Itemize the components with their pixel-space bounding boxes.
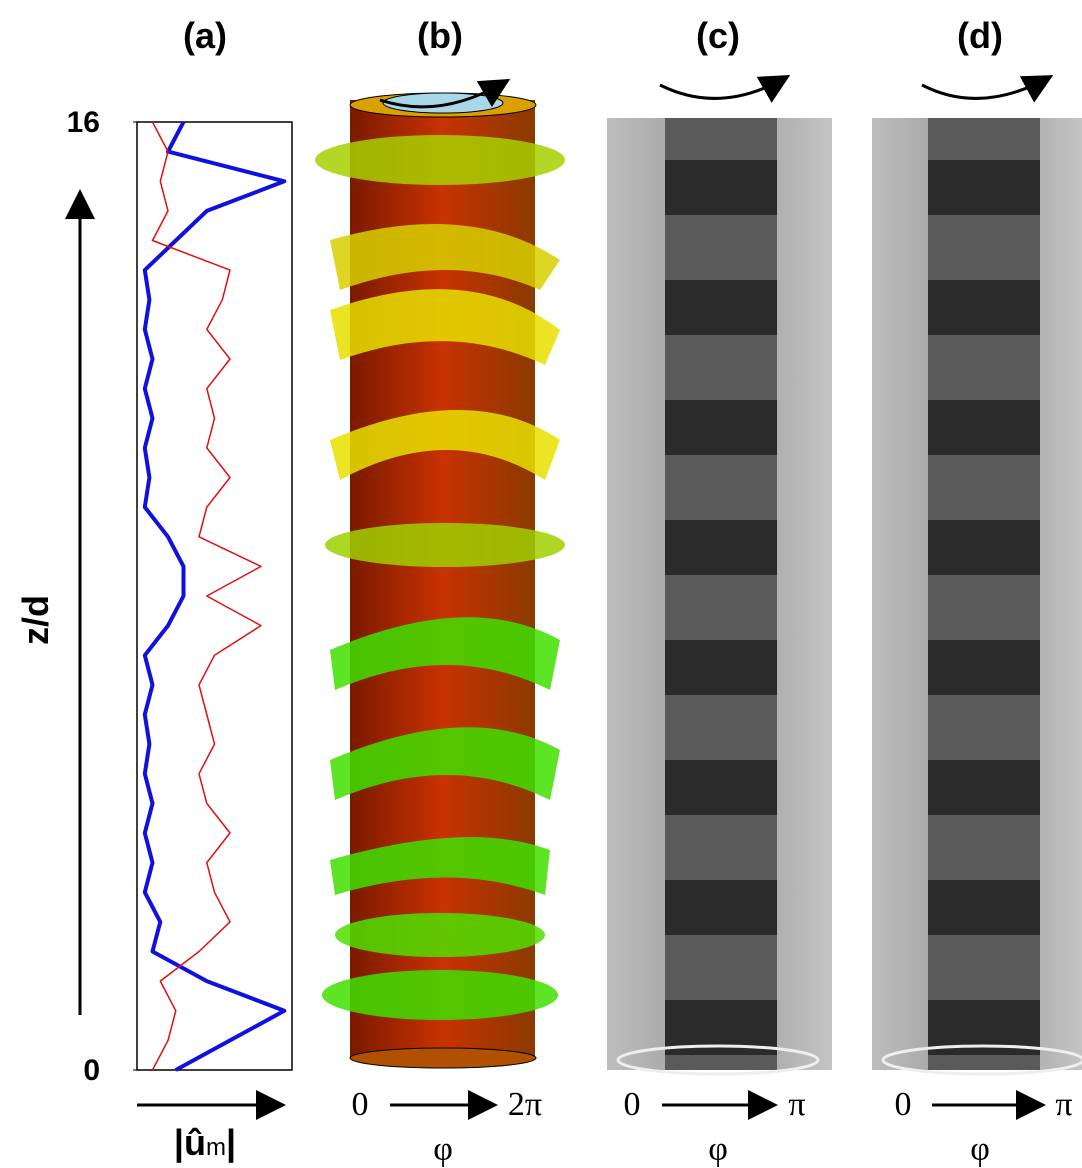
phi-start: 0 — [624, 1086, 641, 1123]
data-line — [151, 121, 262, 1071]
data-line — [142, 121, 287, 1072]
phi-label: φ — [433, 1131, 453, 1168]
panel-label: (b) — [417, 15, 463, 56]
phi-start: 0 — [895, 1086, 912, 1123]
plot-frame — [136, 121, 293, 1071]
experiment-photo — [872, 118, 1082, 1076]
phi-end: 2π — [508, 1086, 542, 1123]
phi-start: 0 — [352, 1086, 369, 1123]
panel-label: (d) — [957, 15, 1003, 56]
rotation-arrow — [921, 75, 1054, 103]
panel-label: (a) — [183, 15, 227, 56]
x-axis-label: |ûm| — [174, 1122, 236, 1164]
rotation-arrow — [659, 75, 791, 103]
simulation-column — [315, 92, 565, 1069]
y-tick-label: 16 — [67, 106, 100, 139]
y-tick-label: 0 — [83, 1054, 100, 1087]
y-axis-label: z/d — [15, 595, 56, 645]
phi-end: π — [788, 1086, 805, 1123]
phi-label: φ — [708, 1131, 728, 1168]
phi-label: φ — [970, 1131, 990, 1168]
rotation-arrow — [379, 78, 511, 109]
panel-label: (c) — [696, 15, 740, 56]
experiment-photo — [607, 118, 832, 1076]
phi-end: π — [1055, 1086, 1072, 1123]
